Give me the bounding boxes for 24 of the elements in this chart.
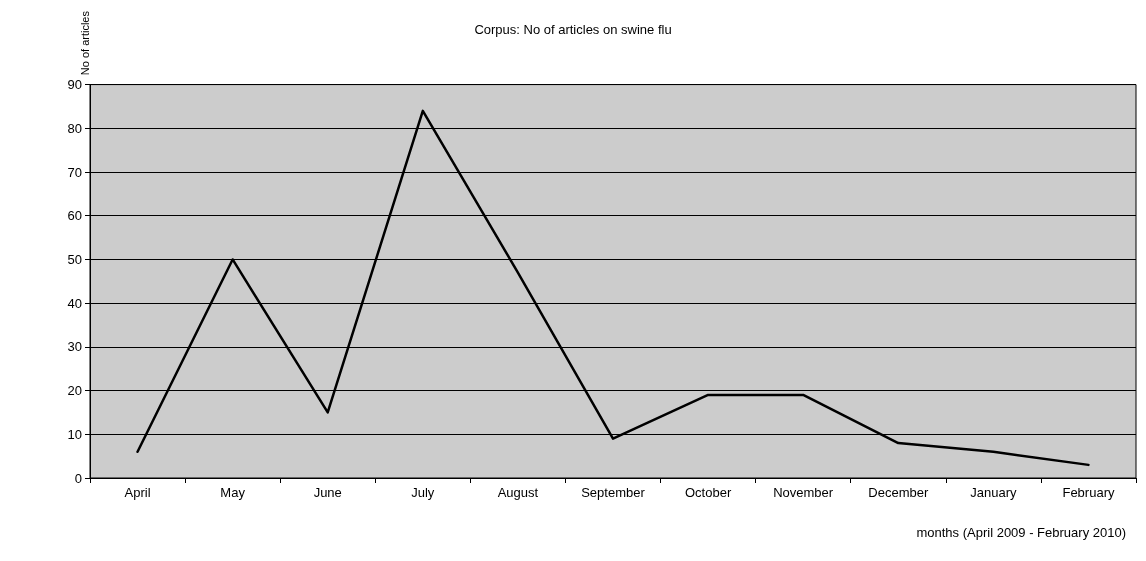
x-tick-label: August <box>497 485 539 500</box>
y-tick-label: 70 <box>67 164 82 180</box>
y-axis-title: No of articles <box>78 10 91 76</box>
x-tick-label: January <box>970 485 1017 500</box>
x-tick-label: April <box>124 485 151 500</box>
y-tick-label: 90 <box>67 77 82 93</box>
x-tick-label: December <box>868 485 929 500</box>
y-tick-label: 50 <box>67 251 82 267</box>
x-tick-label: November <box>773 485 834 500</box>
y-tick-label: 10 <box>67 426 82 442</box>
x-tick-label: July <box>411 485 435 500</box>
x-tick-label: September <box>581 485 646 500</box>
y-tick-label: 0 <box>74 470 82 486</box>
x-tick-label: May <box>220 485 246 500</box>
x-axis-title: months (April 2009 - February 2010) <box>916 525 1126 540</box>
x-tick-label: February <box>1062 485 1115 500</box>
x-tick-label: June <box>313 485 342 500</box>
y-tick-label: 20 <box>67 383 82 399</box>
y-tick-label: 30 <box>67 339 82 355</box>
chart-title: Corpus: No of articles on swine flu <box>474 22 672 37</box>
x-tick-label: October <box>684 485 732 500</box>
y-tick-label: 80 <box>67 120 82 136</box>
y-tick-label: 60 <box>67 208 82 224</box>
y-tick-label: 40 <box>67 295 82 311</box>
